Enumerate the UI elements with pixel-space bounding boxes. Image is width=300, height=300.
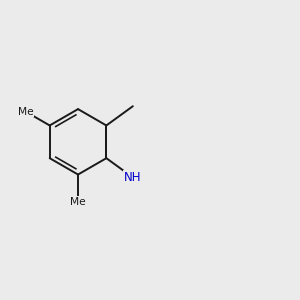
Text: NH: NH	[124, 171, 142, 184]
Text: Me: Me	[18, 106, 34, 117]
Text: Me: Me	[70, 197, 86, 207]
